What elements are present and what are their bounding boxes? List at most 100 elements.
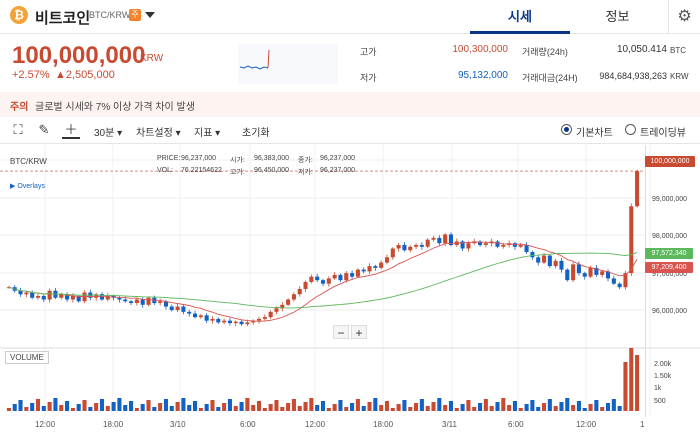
chart-settings-menu[interactable]: 차트설정 ▾ xyxy=(136,128,181,139)
volume-bar xyxy=(437,398,442,411)
candle-body xyxy=(251,320,256,323)
candle-body xyxy=(117,297,122,300)
reset-button[interactable]: 초기화 xyxy=(242,128,270,139)
coin-dropdown-icon[interactable] xyxy=(145,12,155,18)
x-tick: 6:00 xyxy=(240,420,256,429)
candle-body xyxy=(541,255,547,263)
candle-body xyxy=(158,301,163,304)
candle-body xyxy=(344,273,349,281)
candle-body xyxy=(460,241,465,249)
volume-bar xyxy=(443,405,448,411)
pencil-icon[interactable]: ✎ xyxy=(38,122,50,137)
candle-body xyxy=(268,311,273,318)
candle-body xyxy=(565,269,570,281)
volume-bar xyxy=(129,401,134,411)
candle-body xyxy=(65,294,70,300)
volume-bar xyxy=(460,404,465,411)
volume-bar xyxy=(600,407,605,411)
candle-body xyxy=(408,246,413,251)
candle-body xyxy=(367,266,372,272)
candle-body xyxy=(59,294,64,298)
price-val: 96,237,000 xyxy=(181,155,217,162)
volume-bar xyxy=(576,401,581,411)
volume-bar xyxy=(582,408,587,411)
candle-body xyxy=(169,306,174,311)
volume-bar xyxy=(12,404,17,411)
high-label: 고가 xyxy=(360,47,377,57)
volume-bar xyxy=(623,362,628,411)
candle-body xyxy=(443,234,448,244)
tab-price[interactable]: 시세 xyxy=(470,0,570,34)
candle-body xyxy=(99,294,105,300)
bitcoin-icon: ₿ xyxy=(10,6,28,24)
indicator-menu[interactable]: 지표 ▾ xyxy=(194,128,221,139)
zoom-out-button[interactable]: − xyxy=(333,325,349,340)
candle-body xyxy=(262,317,267,319)
close-key: 종가: xyxy=(298,157,313,164)
volume-bar xyxy=(501,398,506,411)
overlays-toggle[interactable]: ▶ Overlays xyxy=(10,183,45,190)
x-tick: 3/10 xyxy=(170,420,186,429)
candle-body xyxy=(594,267,599,275)
price-key: PRICE: xyxy=(157,155,181,162)
candle-body xyxy=(448,234,453,245)
candle-body xyxy=(483,243,488,245)
candle-body xyxy=(41,296,46,300)
volume-bar xyxy=(286,403,291,411)
low-val: 96,237,000 xyxy=(320,167,356,174)
tradingview-label[interactable]: 트레이딩뷰 xyxy=(640,128,686,139)
volume-bar xyxy=(524,404,529,411)
ma-red-tag: 97,209,400 xyxy=(645,262,693,273)
volume-bar xyxy=(379,405,384,411)
low-value: 95,132,000 xyxy=(457,70,508,81)
candle-body xyxy=(530,252,535,258)
price-axis xyxy=(645,145,700,417)
crosshair-icon[interactable]: ＋ xyxy=(62,121,80,139)
vol-key: VOL: xyxy=(157,167,173,174)
change-amount: ▲2,505,000 xyxy=(55,69,115,81)
volume-bar xyxy=(99,399,105,411)
volume-bar xyxy=(408,407,413,411)
volume-bar xyxy=(384,401,390,411)
basic-chart-radio[interactable] xyxy=(561,124,572,135)
high-val: 96,450,000 xyxy=(254,167,290,174)
interval-select[interactable]: 30분 ▾ xyxy=(94,128,123,139)
candle-body xyxy=(559,260,564,270)
x-tick: 3/11 xyxy=(442,420,457,429)
gear-icon[interactable]: ⚙ xyxy=(668,0,700,34)
fullscreen-icon[interactable]: ⛶ xyxy=(13,122,23,137)
candle-body xyxy=(571,264,576,281)
candle-body xyxy=(361,269,366,272)
tab-info[interactable]: 정보 xyxy=(605,9,630,24)
volume-bar xyxy=(65,401,70,411)
zoom-in-button[interactable]: + xyxy=(351,325,367,340)
candle-body xyxy=(146,297,151,305)
volume-bar xyxy=(105,406,110,411)
candle-body xyxy=(547,255,552,267)
candle-body xyxy=(495,241,500,247)
candle-body xyxy=(70,296,75,300)
chart-toolbar xyxy=(0,118,700,144)
candle-body xyxy=(414,244,419,247)
candle-body xyxy=(332,274,337,279)
candle-body xyxy=(274,308,279,312)
current-price: 100,000,000 xyxy=(12,42,146,69)
candle-body xyxy=(198,315,203,318)
volume-bar xyxy=(565,398,570,411)
candlestick-chart[interactable] xyxy=(0,145,700,437)
candle-body xyxy=(600,271,605,275)
volume-bar xyxy=(245,398,250,411)
volume-label: VOLUME xyxy=(5,351,49,364)
candle-body xyxy=(553,260,558,267)
notice-text: 글로벌 시세와 7% 이상 가격 차이 발생 xyxy=(35,102,195,113)
basic-chart-label[interactable]: 기본차트 xyxy=(576,128,613,139)
amount-24h-value: 984,684,938,263 xyxy=(599,71,667,81)
candle-body xyxy=(286,299,291,305)
candle-body xyxy=(134,299,139,304)
candle-body xyxy=(303,281,308,289)
candle-body xyxy=(629,206,634,274)
tradingview-radio[interactable] xyxy=(625,124,636,135)
amount-24h-label: 거래대금(24H) xyxy=(522,73,578,83)
volume-bar xyxy=(588,404,593,411)
ma-long-line xyxy=(8,252,638,309)
